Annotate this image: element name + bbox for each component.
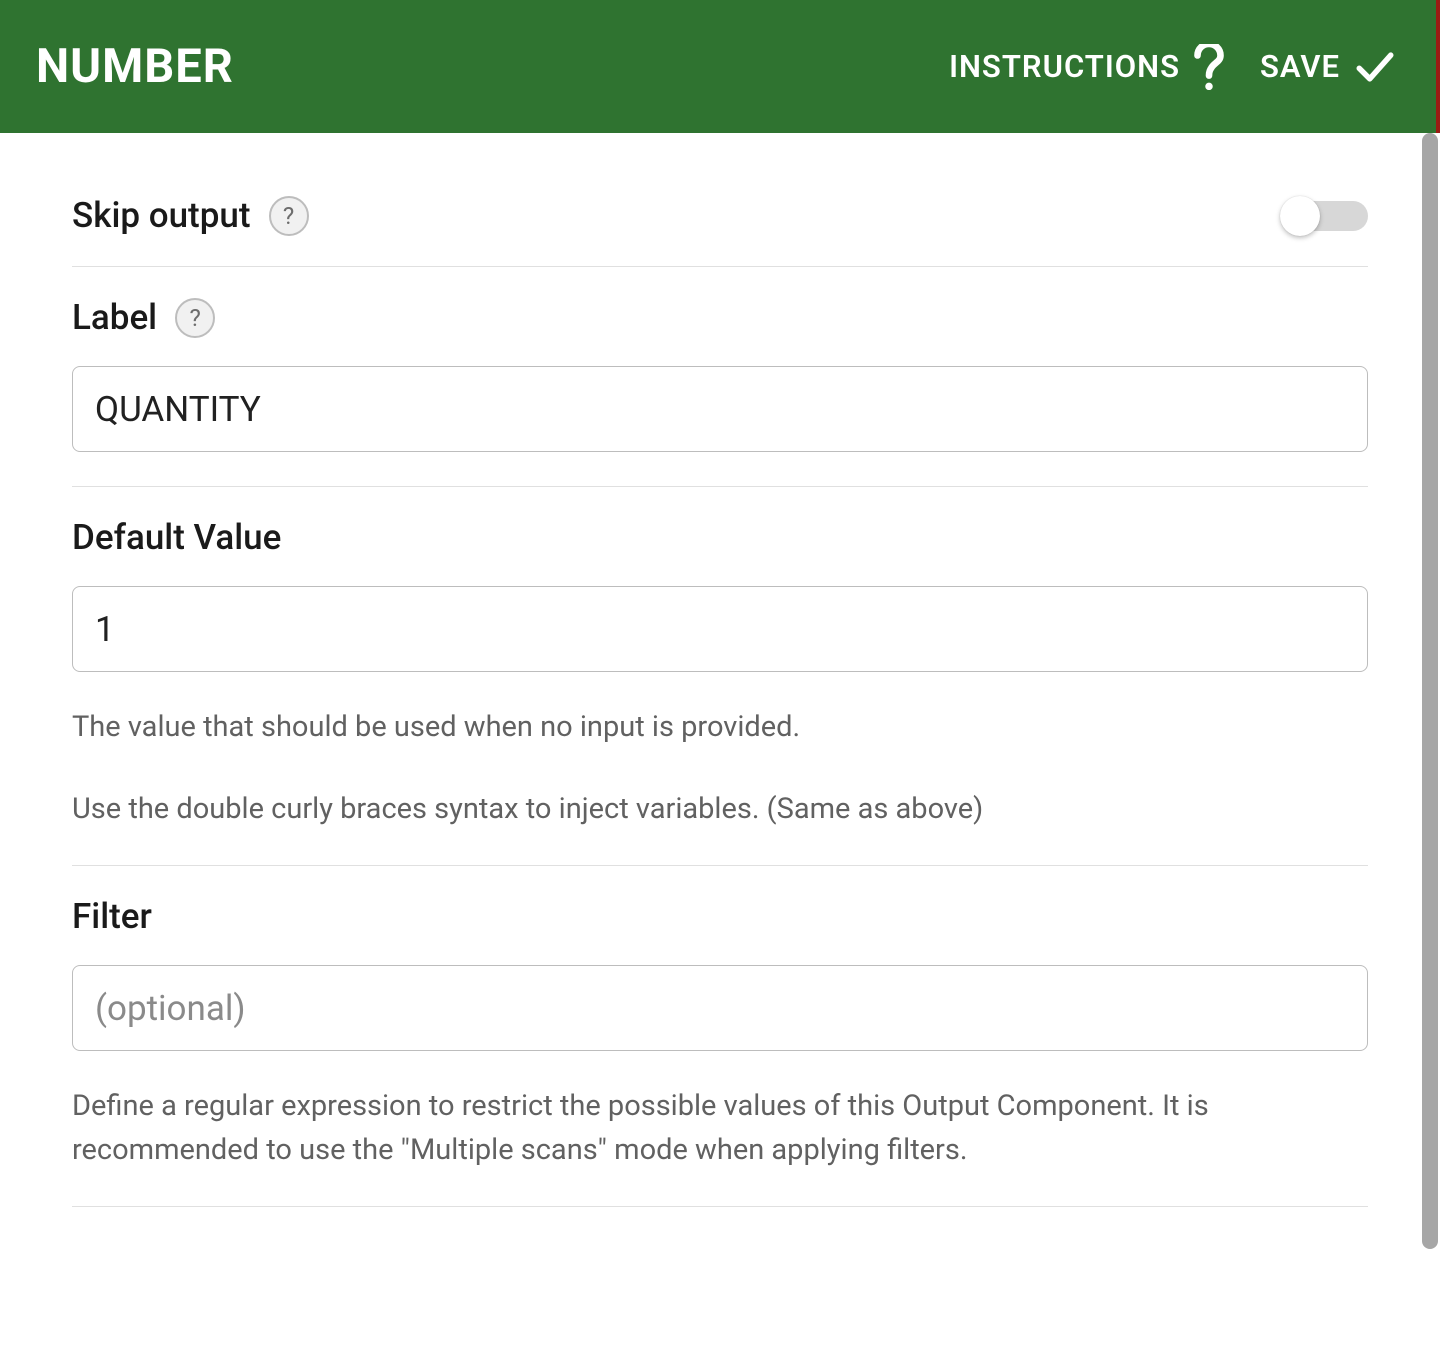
default-value-help-2: Use the double curly braces syntax to in… [72,788,1368,832]
question-icon [1194,44,1224,90]
default-value-section: Default Value The value that should be u… [72,517,1368,866]
page-title: NUMBER [36,39,234,94]
default-value-help-1: The value that should be used when no in… [72,706,1368,750]
save-button[interactable]: SAVE [1260,46,1396,88]
skip-output-help-icon[interactable]: ? [269,196,309,236]
header-actions: INSTRUCTIONS SAVE [949,44,1396,90]
scrollbar-thumb[interactable] [1422,133,1438,1249]
filter-help-1: Define a regular expression to restrict … [72,1085,1368,1172]
filter-section: Filter Define a regular expression to re… [72,896,1368,1207]
default-value-label-line: Default Value [72,517,1368,558]
default-value-label: Default Value [72,517,281,558]
label-field-label: Label [72,297,157,338]
filter-input[interactable] [72,965,1368,1051]
label-section: Label ? [72,297,1368,487]
save-label: SAVE [1260,48,1340,85]
instructions-label: INSTRUCTIONS [949,48,1180,85]
skip-output-toggle[interactable] [1282,201,1368,231]
skip-output-label-line: Skip output ? [72,195,309,236]
filter-label: Filter [72,896,152,937]
skip-output-row: Skip output ? [72,195,1368,236]
header-bar: NUMBER INSTRUCTIONS SAVE [0,0,1440,133]
check-icon [1354,46,1396,88]
label-help-icon[interactable]: ? [175,298,215,338]
default-value-input[interactable] [72,586,1368,672]
skip-output-section: Skip output ? [72,195,1368,267]
filter-label-line: Filter [72,896,1368,937]
skip-output-label: Skip output [72,195,251,236]
form-content: Skip output ? Label ? Default Value The … [0,133,1440,1207]
vertical-scrollbar[interactable] [1420,133,1440,1346]
toggle-knob [1280,196,1320,236]
label-input[interactable] [72,366,1368,452]
instructions-button[interactable]: INSTRUCTIONS [949,44,1224,90]
label-field-label-line: Label ? [72,297,1368,338]
